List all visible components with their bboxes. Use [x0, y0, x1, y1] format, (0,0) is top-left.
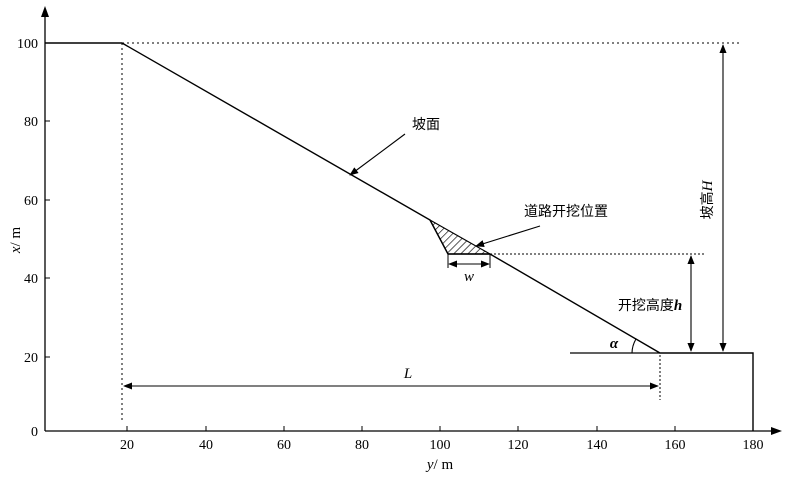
x-axis-tick-labels: 20 40 60 80 100 120 140 160 180 — [120, 438, 764, 453]
x-axis-ticks — [126, 426, 754, 431]
excavation-leader — [475, 225, 541, 248]
x-tick-label: 40 — [199, 438, 213, 453]
y-axis-tick-labels: 0 20 40 60 80 100 — [17, 37, 38, 440]
x-axis-title: y/ m — [425, 457, 454, 473]
slope-height-label: 坡高H — [699, 179, 716, 219]
y-tick-label: 100 — [17, 37, 38, 52]
length-label: L — [403, 366, 412, 382]
x-tick-label: 140 — [587, 438, 608, 453]
x-tick-label: 180 — [743, 438, 764, 453]
x-tick-label: 160 — [665, 438, 686, 453]
slope-face-leader — [349, 133, 406, 176]
slope-angle-arc — [631, 338, 637, 354]
y-tick-label: 40 — [24, 272, 38, 287]
slope-face-label: 坡面 — [412, 117, 440, 133]
x-axis-arrow-icon — [771, 427, 782, 435]
y-tick-label: 0 — [31, 425, 38, 440]
x-tick-label: 100 — [430, 438, 451, 453]
y-tick-label: 80 — [24, 115, 38, 130]
y-axis-title: x/ m — [8, 227, 24, 255]
excavation-height-label: 开挖高度h — [618, 297, 682, 314]
y-axis-ticks — [45, 42, 50, 358]
y-axis-arrow-icon — [41, 6, 49, 17]
x-tick-label: 60 — [277, 438, 291, 453]
excavation-location-label: 道路开挖位置 — [524, 204, 608, 220]
slope-profile — [45, 42, 754, 431]
x-tick-label: 20 — [120, 438, 134, 453]
y-tick-label: 20 — [24, 351, 38, 366]
x-tick-label: 80 — [355, 438, 369, 453]
width-label: w — [464, 269, 474, 285]
y-tick-label: 60 — [24, 194, 38, 209]
slope-angle-label: α — [610, 336, 619, 352]
x-tick-label: 120 — [508, 438, 529, 453]
excavation-area — [428, 218, 493, 255]
